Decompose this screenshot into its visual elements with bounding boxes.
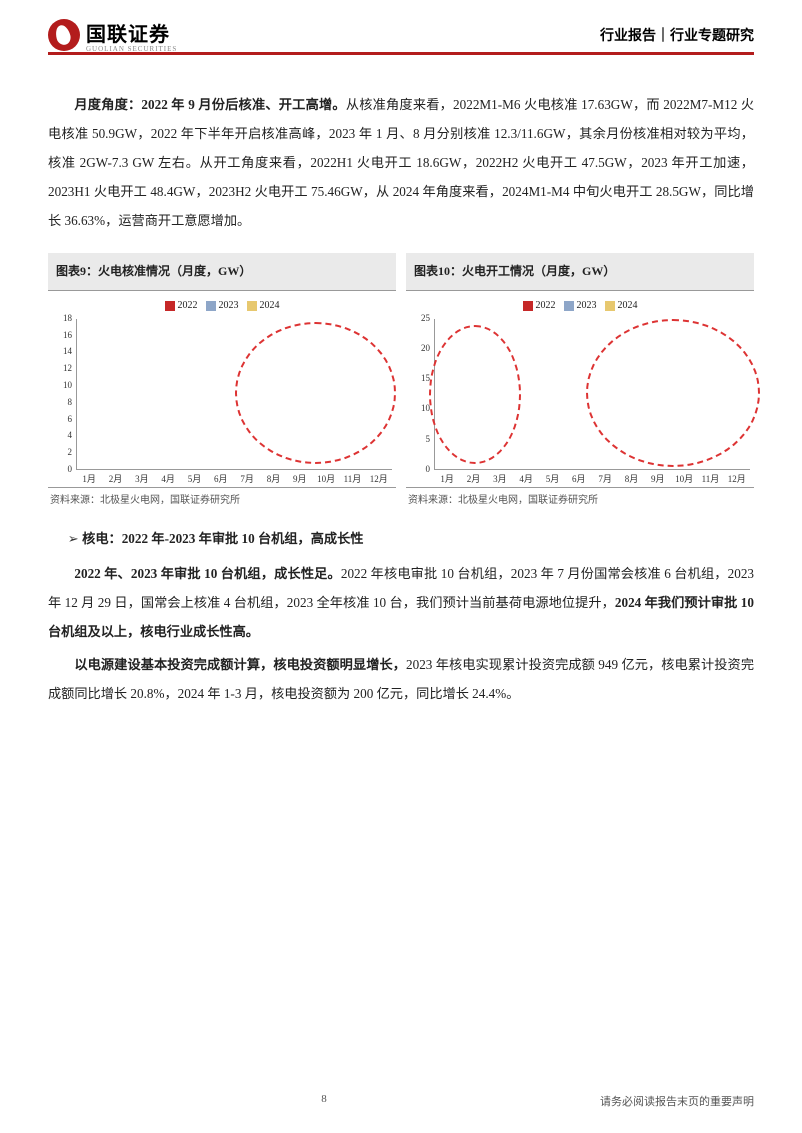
highlight-circle (429, 325, 521, 464)
brand-logo: 国联证券 GUOLIAN SECURITIES (48, 18, 177, 53)
charts-row: 图表9：火电核准情况（月度，GW） 202220232024 024681012… (48, 253, 754, 511)
doc-category: 行业报告｜行业专题研究 (600, 25, 754, 45)
brand-name-cn: 国联证券 (86, 24, 170, 46)
chart10-title: 图表10：火电开工情况（月度，GW） (406, 253, 754, 290)
chart9-plotarea (76, 319, 392, 470)
page-header: 国联证券 GUOLIAN SECURITIES 行业报告｜行业专题研究 (48, 18, 754, 52)
chart9-xaxis: 1月2月3月4月5月6月7月8月9月10月11月12月 (76, 470, 392, 484)
chart10-plotarea (434, 319, 750, 470)
chart9-plot: 024681012141618 1月2月3月4月5月6月7月8月9月10月11月… (76, 319, 392, 484)
chart9-legend: 202220232024 (48, 295, 396, 317)
chart10-yaxis: 0510152025 (408, 319, 432, 470)
chart10-source: 资料来源：北极星火电网，国联证券研究所 (406, 488, 754, 512)
chart10-plot: 0510152025 1月2月3月4月5月6月7月8月9月10月11月12月 (434, 319, 750, 484)
chart9-cell: 图表9：火电核准情况（月度，GW） 202220232024 024681012… (48, 253, 396, 511)
chart9-box: 202220232024 024681012141618 1月2月3月4月5月6… (48, 291, 396, 488)
logo-icon (48, 19, 80, 51)
footer-disclaimer: 请务必阅读报告末页的重要声明 (600, 1093, 754, 1109)
paragraph-nuclear-1: 2022 年、2023 年审批 10 台机组，成长性足。2022 年核电审批 1… (48, 559, 754, 646)
chart10-box: 202220232024 0510152025 1月2月3月4月5月6月7月8月… (406, 291, 754, 488)
highlight-circle (586, 319, 760, 467)
chart9-yaxis: 024681012141618 (50, 319, 74, 470)
chart10-cell: 图表10：火电开工情况（月度，GW） 202220232024 05101520… (406, 253, 754, 511)
chart9-title: 图表9：火电核准情况（月度，GW） (48, 253, 396, 290)
paragraph-nuclear-2: 以电源建设基本投资完成额计算，核电投资额明显增长，2023 年核电实现累计投资完… (48, 650, 754, 708)
page-footer: 8 请务必阅读报告末页的重要声明 (48, 1093, 754, 1109)
chart10-legend: 202220232024 (406, 295, 754, 317)
page-number: 8 (48, 1093, 600, 1109)
content-area: 月度角度：2022 年 9 月份后核准、开工高增。从核准角度来看，2022M1-… (48, 90, 754, 712)
paragraph-monthly: 月度角度：2022 年 9 月份后核准、开工高增。从核准角度来看，2022M1-… (48, 90, 754, 235)
para1-rest: 从核准角度来看，2022M1-M6 火电核准 17.63GW，而 2022M7-… (48, 97, 754, 228)
page: 国联证券 GUOLIAN SECURITIES 行业报告｜行业专题研究 月度角度… (0, 0, 802, 1133)
chart10-xaxis: 1月2月3月4月5月6月7月8月9月10月11月12月 (434, 470, 750, 484)
chart9-source: 资料来源：北极星火电网，国联证券研究所 (48, 488, 396, 512)
highlight-circle (235, 322, 397, 464)
section-head-nuclear: 核电：2022 年-2023 年审批 10 台机组，高成长性 (68, 524, 754, 553)
header-rule (48, 52, 754, 55)
